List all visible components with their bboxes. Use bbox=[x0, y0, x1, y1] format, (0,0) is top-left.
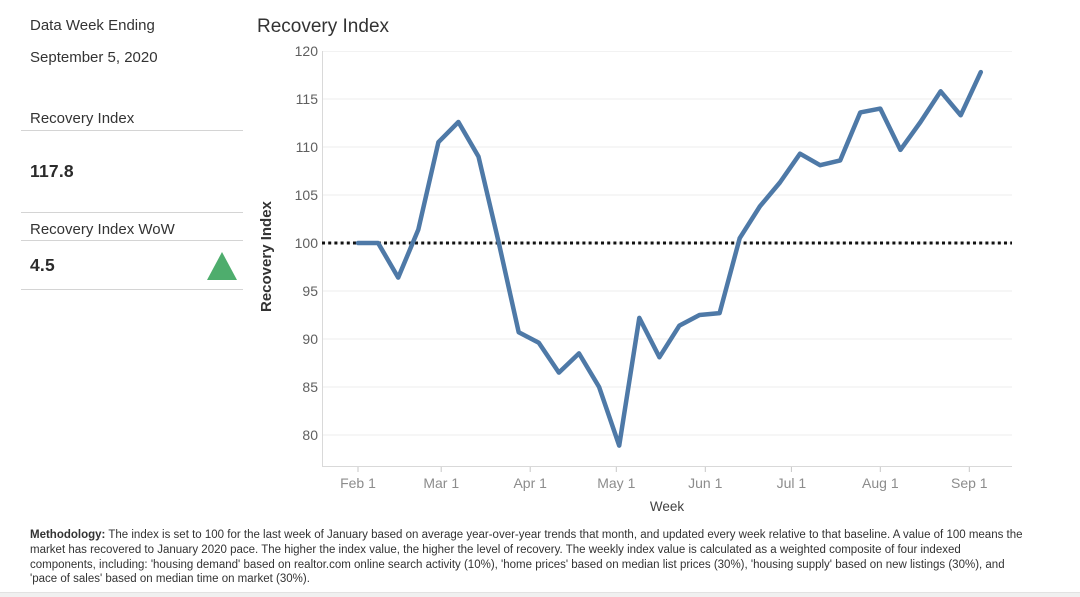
y-tick-label: 90 bbox=[302, 331, 318, 347]
x-tick-label: Sep 1 bbox=[951, 475, 988, 491]
x-tick-label: Jul 1 bbox=[776, 475, 807, 491]
recovery-index-metric-value: 117.8 bbox=[30, 161, 74, 181]
data-week-ending-value: September 5, 2020 bbox=[30, 49, 158, 66]
divider bbox=[21, 130, 243, 131]
trend-up-icon bbox=[207, 252, 237, 280]
window-bottom-edge bbox=[0, 592, 1080, 597]
recovery-index-wow-metric-value: 4.5 bbox=[30, 255, 55, 275]
y-tick-label: 80 bbox=[302, 427, 318, 443]
y-tick-label: 115 bbox=[295, 91, 318, 107]
data-week-ending-label: Data Week Ending bbox=[30, 17, 155, 34]
y-tick-label: 95 bbox=[302, 283, 318, 299]
x-tick-label: Feb 1 bbox=[340, 475, 376, 491]
x-axis-title: Week bbox=[649, 499, 685, 514]
x-tick-label: Aug 1 bbox=[862, 475, 899, 491]
y-tick-label: 85 bbox=[302, 379, 318, 395]
x-tick-label: Jun 1 bbox=[688, 475, 723, 491]
recovery-index-metric-label: Recovery Index bbox=[30, 110, 135, 127]
x-tick-label: May 1 bbox=[597, 475, 636, 491]
x-tick-label: Apr 1 bbox=[513, 475, 547, 491]
methodology-text: The index is set to 100 for the last wee… bbox=[30, 529, 1023, 586]
methodology-note: Methodology: The index is set to 100 for… bbox=[30, 528, 1028, 587]
chart-title: Recovery Index bbox=[257, 16, 390, 37]
divider bbox=[21, 289, 243, 290]
divider bbox=[21, 240, 243, 241]
y-tick-label: 120 bbox=[294, 43, 318, 59]
methodology-label: Methodology: bbox=[30, 529, 106, 541]
y-tick-label: 105 bbox=[294, 187, 318, 203]
x-tick-label: Mar 1 bbox=[423, 475, 460, 491]
y-tick-label: 110 bbox=[295, 139, 318, 155]
divider bbox=[21, 212, 243, 213]
recovery-index-line-chart[interactable] bbox=[322, 51, 1012, 475]
recovery-index-wow-metric-label: Recovery Index WoW bbox=[30, 221, 175, 238]
y-tick-label: 100 bbox=[294, 235, 318, 251]
